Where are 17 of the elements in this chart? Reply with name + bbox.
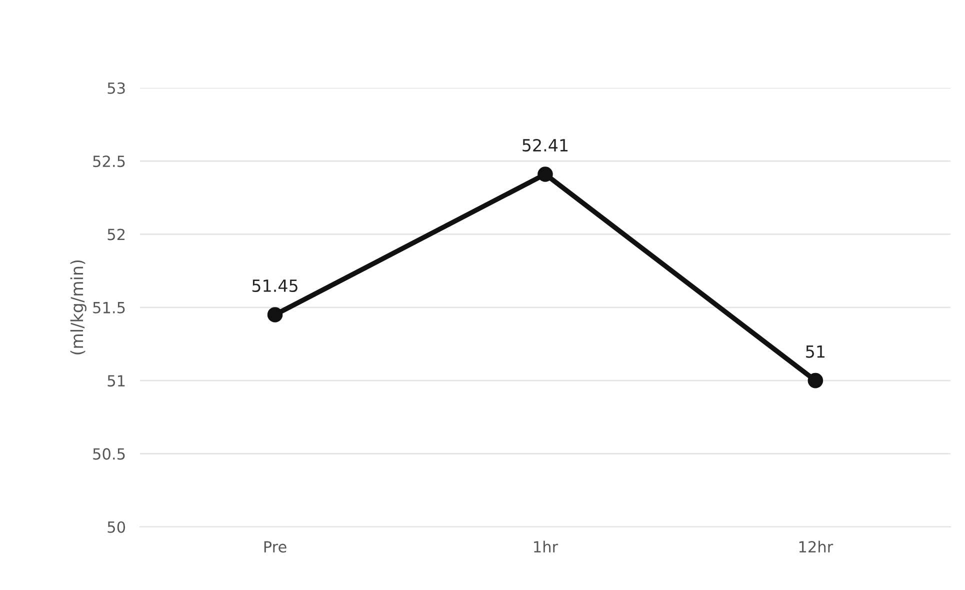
y-tick-label: 50.5 [93,448,125,460]
x-tick-label: 1hr [534,540,558,552]
y-axis-title: (ml/kg/min) [70,260,86,354]
point [808,372,824,388]
point [267,307,283,322]
y-tick-label: 53 [108,82,125,94]
y-tick-label: 51 [108,375,125,387]
data-label: 52.41 [522,138,568,152]
data-label: 51.45 [252,280,298,292]
point [538,166,553,182]
y-tick-label: 52.5 [93,156,125,168]
x-tick-label: Pre [264,541,286,553]
y-tick-label: 52 [108,228,125,240]
data-label: 51 [806,345,824,358]
y-tick-label: 50 [108,521,126,533]
y-tick-label: 51.5 [93,302,125,314]
x-tick-label: 12hr [799,540,834,552]
